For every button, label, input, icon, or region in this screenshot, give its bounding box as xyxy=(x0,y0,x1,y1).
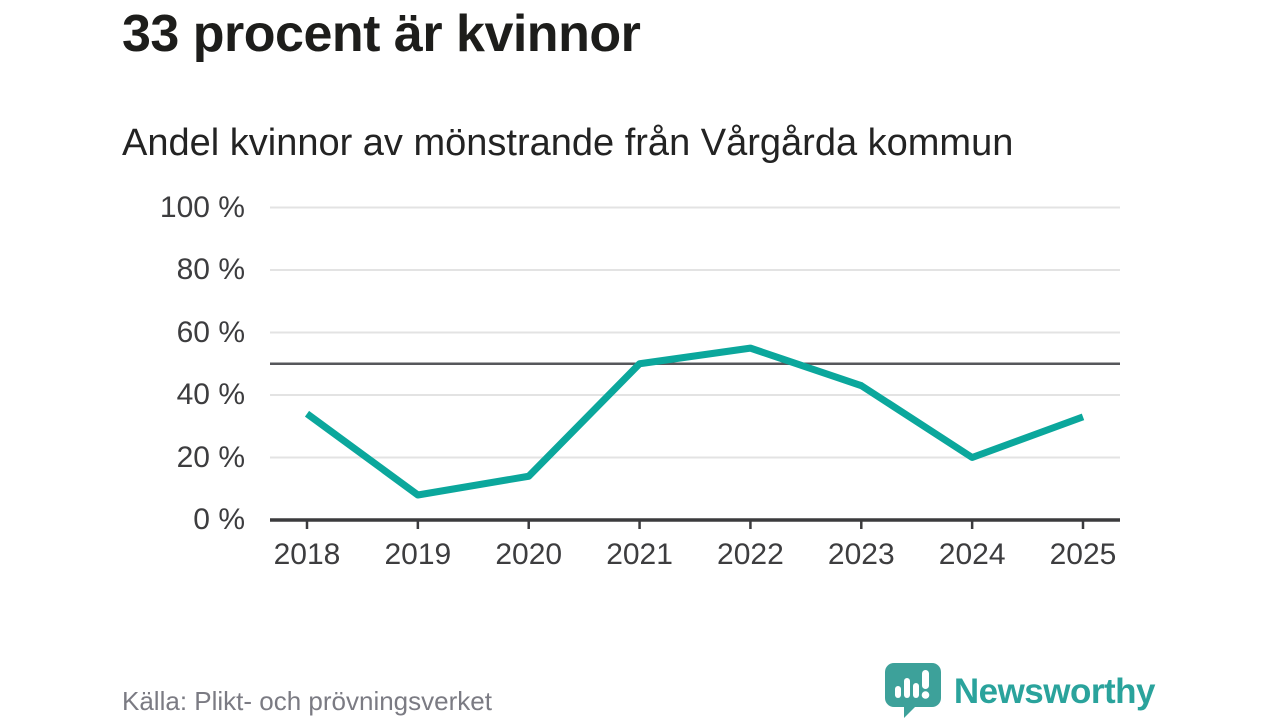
chart-title: 33 procent är kvinnor xyxy=(122,5,641,63)
data-line-andel-kvinnor xyxy=(304,344,1085,499)
source-note: Källa: Plikt- och prövningsverket xyxy=(122,686,492,716)
y-axis-label-20: 20 % xyxy=(176,440,245,474)
chart-subtitle: Andel kvinnor av mönstrande från Vårgård… xyxy=(122,122,1014,164)
y-axis-label-60: 60 % xyxy=(176,315,245,349)
newsworthy-wordmark: Newsworthy xyxy=(953,672,1156,711)
x-axis-label-2020: 2020 xyxy=(495,538,563,571)
x-axis-label-2025: 2025 xyxy=(1049,538,1117,571)
y-axis-label-100: 100 % xyxy=(159,190,245,224)
x-axis-label-2023: 2023 xyxy=(827,538,895,571)
y-axis-label-40: 40 % xyxy=(176,378,245,411)
y-axis-label-80: 80 % xyxy=(176,253,245,286)
newsworthy-logo: Newsworthy xyxy=(884,662,1156,720)
x-axis-label-2021: 2021 xyxy=(606,538,673,571)
x-axis-label-2018: 2018 xyxy=(273,538,341,571)
x-axis-label-2024: 2024 xyxy=(938,538,1006,571)
y-axis-label-0: 0 % xyxy=(193,503,245,536)
x-axis-label-2019: 2019 xyxy=(384,538,452,571)
newsworthy-speech-bubble-chart-icon xyxy=(884,662,942,720)
x-axis-label-2022: 2022 xyxy=(717,538,784,571)
